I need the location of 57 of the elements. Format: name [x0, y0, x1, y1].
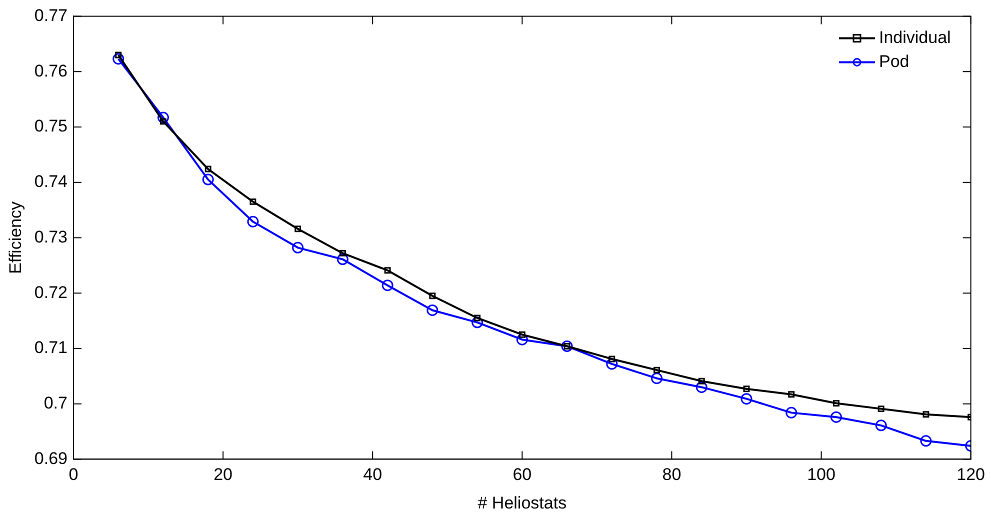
point — [832, 400, 840, 406]
point — [830, 411, 842, 423]
point — [160, 118, 166, 125]
point — [294, 226, 302, 232]
x-tick-label: 20 — [214, 465, 233, 484]
x-tick-label: 60 — [512, 465, 532, 484]
point — [157, 112, 169, 124]
point — [654, 366, 660, 374]
point — [875, 420, 887, 432]
point — [920, 435, 932, 447]
point — [518, 331, 526, 338]
y-tick-label: 0.77 — [34, 6, 68, 25]
point — [382, 280, 394, 292]
legend-label: Pod — [878, 52, 910, 71]
point — [698, 378, 705, 384]
point — [429, 292, 436, 300]
point — [472, 316, 484, 328]
point — [247, 216, 259, 228]
y-tick-label: 0.74 — [34, 172, 68, 192]
x-tick-label: 100 — [807, 465, 836, 484]
point — [204, 166, 212, 172]
x-tick-label: 120 — [956, 465, 986, 484]
point — [651, 372, 662, 384]
point — [339, 250, 346, 256]
y-tick-label: 0.73 — [34, 227, 68, 246]
y-tick-label: 0.7 — [44, 394, 68, 413]
y-tick-label: 0.76 — [34, 61, 68, 80]
point — [606, 358, 618, 370]
point — [922, 411, 930, 418]
y-tick-label: 0.72 — [34, 282, 68, 302]
y-tick-label: 0.71 — [34, 338, 68, 358]
x-tick-label: 80 — [662, 465, 682, 484]
y-axis-title: Efficiency — [6, 200, 25, 274]
point — [608, 356, 616, 362]
point — [426, 304, 438, 316]
point — [250, 198, 256, 205]
point — [115, 52, 122, 58]
point — [112, 53, 124, 65]
point — [561, 340, 573, 352]
legend-label: Individual — [878, 28, 951, 47]
point — [202, 174, 214, 186]
point — [696, 381, 708, 393]
point — [474, 314, 481, 322]
point — [740, 393, 752, 405]
point — [788, 391, 795, 398]
x-tick-label: 0 — [68, 465, 78, 484]
point — [384, 267, 391, 274]
point — [292, 242, 304, 254]
x-axis-title: # Heliostats — [478, 493, 567, 512]
point — [786, 406, 798, 418]
x-tick-label: 40 — [363, 465, 382, 484]
point — [516, 334, 528, 346]
y-tick-label: 0.69 — [34, 448, 68, 468]
point — [743, 386, 750, 392]
point — [878, 406, 884, 412]
point — [336, 254, 348, 266]
y-tick-label: 0.75 — [34, 116, 68, 136]
